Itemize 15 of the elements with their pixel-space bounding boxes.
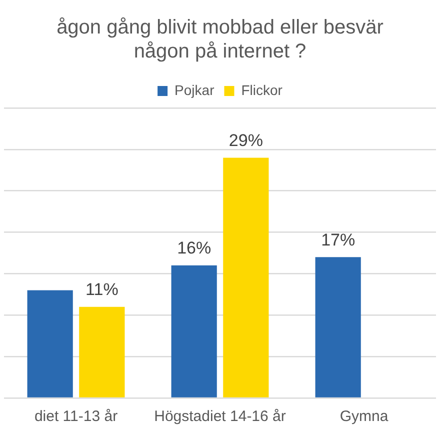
bar xyxy=(27,290,73,398)
data-label: 11% xyxy=(86,280,118,300)
legend-label: Flickor xyxy=(241,82,283,98)
chart-title: ågon gång blivit mobbad eller besvär någon på internet ? xyxy=(56,16,384,63)
x-tick-label: Högstadiet 14-16 år xyxy=(154,408,286,426)
bar xyxy=(223,158,269,398)
bar xyxy=(315,257,361,398)
legend-label: Pojkar xyxy=(174,82,215,98)
data-label: 17% xyxy=(321,230,356,250)
x-tick-label: diet 11-13 år xyxy=(34,408,118,426)
x-tick-label: Gymna xyxy=(340,408,389,426)
bar xyxy=(79,306,125,398)
bar xyxy=(171,265,217,398)
data-label: 16% xyxy=(177,238,212,258)
data-label: 29% xyxy=(228,130,263,150)
